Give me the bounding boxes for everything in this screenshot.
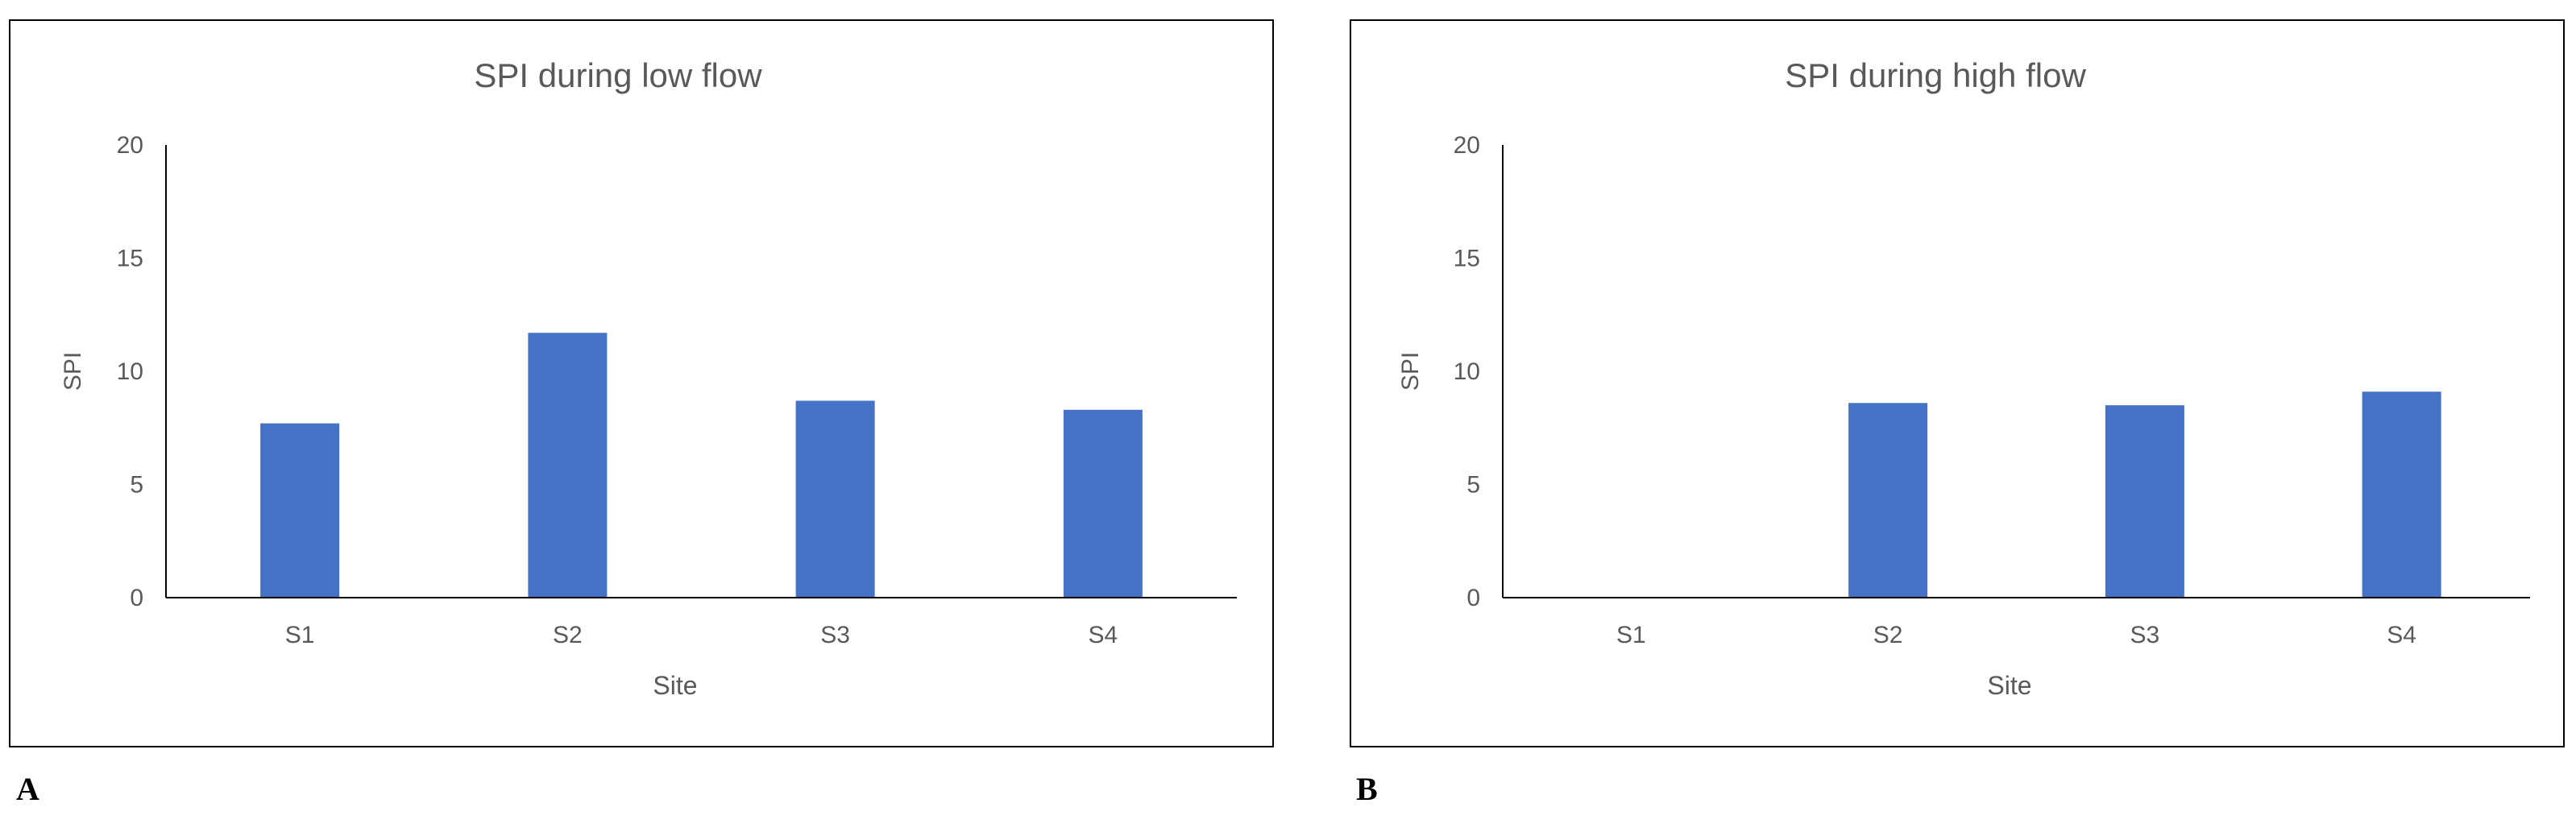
panel-a-y-tick-label: 5 [130, 472, 143, 499]
panel-b: SPI during high flow SPI Site 0 5 10 15 20 S1… [1350, 19, 2565, 807]
panel-b-ylabel: SPI [1397, 352, 1424, 391]
panel-b-xlabel: Site [1987, 671, 2031, 700]
panel-a-x-tick-label: S2 [553, 622, 583, 648]
panel-b-frame [1350, 19, 2565, 747]
panel-b-x-tick-label: S3 [2130, 622, 2160, 648]
panel-a-y-tick-label: 15 [117, 246, 143, 272]
panel-b-bar-s3 [2105, 405, 2184, 598]
panel-a-frame [9, 19, 1274, 747]
panel-b-x-tick-label: S1 [1616, 622, 1646, 648]
panel-a-bar-s4 [1063, 409, 1143, 598]
panel-b-y-tick-label: 10 [1454, 358, 1480, 385]
panel-a-title: SPI during low flow [474, 56, 762, 94]
panel-b-label: B [1356, 771, 1378, 807]
panel-a-x-tick-label: S1 [285, 622, 315, 648]
panel-b-x-tick-label: S4 [2387, 622, 2416, 648]
panel-a: SPI during low flow SPI Site 0 5 10 15 20 S1 S… [9, 19, 1274, 807]
panel-b-y-tick-label: 15 [1454, 246, 1480, 272]
panel-a-xlabel: Site [653, 671, 697, 700]
panel-b-plot: 0 5 10 15 20 S1 S2 S3 S4 [1454, 132, 2530, 648]
panel-b-bar-s2 [1848, 403, 1928, 598]
panel-b-y-tick-label: 20 [1454, 132, 1480, 159]
panel-a-x-tick-label: S3 [820, 622, 850, 648]
panel-b-x-tick-label: S2 [1873, 622, 1903, 648]
panel-a-label: A [16, 771, 39, 807]
panel-b-y-tick-label: 5 [1466, 472, 1480, 499]
panel-a-bar-s2 [528, 333, 608, 598]
panel-a-y-tick-label: 20 [117, 132, 143, 159]
panel-b-title: SPI during high flow [1785, 56, 2086, 94]
panel-a-x-tick-label: S4 [1089, 622, 1118, 648]
panel-a-plot: 0 5 10 15 20 S1 S2 S3 S4 [117, 132, 1237, 648]
panel-b-y-tick-label: 0 [1466, 585, 1480, 611]
panel-a-bar-s1 [260, 423, 340, 598]
panel-a-y-tick-label: 10 [117, 358, 143, 385]
panel-a-ylabel: SPI [60, 352, 86, 391]
panel-a-bar-s3 [795, 400, 875, 598]
panel-b-bar-s4 [2362, 391, 2441, 598]
panel-a-y-tick-label: 0 [130, 585, 143, 611]
